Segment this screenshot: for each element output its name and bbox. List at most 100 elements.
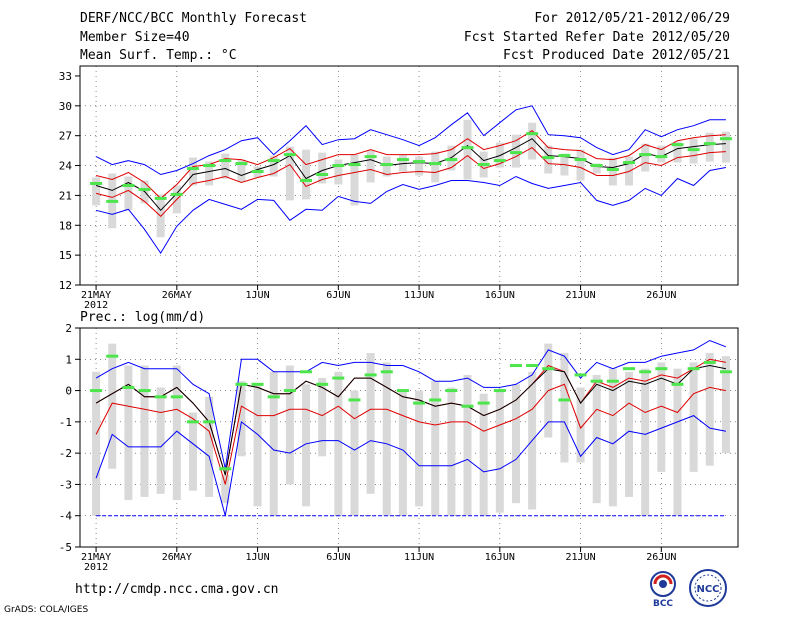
temp-box <box>124 176 133 211</box>
prec-mode-marker <box>606 379 619 383</box>
temp-ytick-label: 33 <box>59 70 72 83</box>
temp-box <box>318 152 327 184</box>
temp-mode-marker <box>703 142 716 146</box>
temp-box <box>592 163 601 174</box>
temp-ytick-label: 15 <box>59 249 72 262</box>
prec-box <box>625 371 634 497</box>
prec-mode-marker <box>170 395 183 399</box>
source-url[interactable]: http://cmdp.ncc.cma.gov.cn <box>75 582 279 597</box>
prec-ytick-label: 1 <box>65 353 72 366</box>
prec-box <box>721 356 730 454</box>
prec-mode-marker <box>219 467 232 471</box>
prec-box <box>447 387 456 516</box>
prec-box <box>318 378 327 457</box>
temp-mode-marker <box>186 167 199 171</box>
prec-box <box>705 353 714 466</box>
prec-xtick-label: 26MAY <box>162 552 192 563</box>
chart-title: DERF/NCC/BCC Monthly Forecast <box>80 11 307 26</box>
prec-mode-marker <box>509 364 522 368</box>
temp-mode-marker <box>719 137 732 141</box>
prec-box <box>431 381 440 516</box>
temp-xtick-label: 16JUN <box>485 290 515 301</box>
prec-xtick-label: 16JUN <box>485 552 515 563</box>
forecast-produced-date: Fcst Produced Date 2012/05/21 <box>503 48 730 63</box>
prec-mode-marker <box>316 382 329 386</box>
prec-box <box>205 396 214 497</box>
prec-box <box>479 393 488 516</box>
temp-mode-marker <box>606 168 619 172</box>
prec-mode-marker <box>623 367 636 371</box>
prec-mode-marker <box>154 395 167 399</box>
temp-mode-marker <box>445 158 458 162</box>
temp-box <box>544 145 553 174</box>
temp-mode-marker <box>413 160 426 164</box>
prec-mode-marker <box>590 379 603 383</box>
temp-mode-marker <box>671 143 684 147</box>
prec-frame <box>79 327 739 548</box>
temp-box <box>382 156 391 177</box>
temp-box <box>188 157 197 186</box>
temp-mode-marker <box>429 162 442 166</box>
temp-mode-marker <box>332 164 345 168</box>
prec-box <box>237 381 246 457</box>
grads-credit: GrADS: COLA/IGES <box>4 605 89 615</box>
prec-min-line <box>95 415 726 516</box>
temp-mode-marker <box>170 192 183 196</box>
prec-box <box>188 412 197 491</box>
temp-box <box>302 149 311 200</box>
temp-box <box>366 150 375 183</box>
temp-mode-marker <box>138 187 151 191</box>
temp-box <box>641 143 650 172</box>
prec-ytick-label: -4 <box>59 510 73 523</box>
prec-xtick-label: 6JUN <box>326 552 350 563</box>
temp-box <box>285 146 294 201</box>
temp-box <box>334 159 343 185</box>
prec-max-line <box>95 339 727 469</box>
prec-box <box>592 374 601 504</box>
prec-mode-marker <box>186 420 199 424</box>
temp-mode-marker <box>316 173 329 177</box>
forecast-period: For 2012/05/21-2012/06/29 <box>534 11 730 26</box>
prec-mode-marker <box>703 360 716 364</box>
prec-box <box>253 384 262 507</box>
temp-box <box>237 159 246 182</box>
temp-p10-line <box>95 146 726 218</box>
temp-box <box>673 141 682 163</box>
prec-box <box>172 365 181 501</box>
temp-box <box>398 154 407 172</box>
bcc-logo: BCC <box>650 571 676 608</box>
temp-mode-marker <box>122 183 135 187</box>
temp-mode-marker <box>493 159 506 163</box>
temp-xtick-label: 26MAY <box>162 290 192 301</box>
temp-mode-marker <box>639 153 652 157</box>
prec-mode-marker <box>461 404 474 408</box>
prec-box <box>641 368 650 516</box>
temp-mode-marker <box>251 170 264 174</box>
prec-mode-marker <box>106 354 119 358</box>
prec-mode-marker <box>671 382 684 386</box>
prec-mode-marker <box>235 382 248 386</box>
temp-mean-line <box>95 138 726 212</box>
forecast-start-date: Fcst Started Refer Date 2012/05/20 <box>463 30 730 45</box>
prec-mean-line <box>95 364 726 476</box>
temp-mode-marker <box>574 158 587 162</box>
prec-box <box>382 362 391 516</box>
prec-ytick-label: -5 <box>59 541 72 554</box>
temp-mode-marker <box>623 161 636 165</box>
prec-box <box>221 475 230 504</box>
ncc-logo: NCC <box>689 569 727 607</box>
temp-mode-marker <box>203 164 216 168</box>
temp-box <box>528 122 537 160</box>
prec-mode-marker <box>719 370 732 374</box>
prec-box <box>269 371 278 516</box>
temp-ytick-label: 18 <box>59 219 72 232</box>
temp-mode-marker <box>590 164 603 168</box>
prec-ytick-label: -2 <box>59 447 72 460</box>
temp-mode-marker <box>477 163 490 167</box>
prec-mode-marker <box>655 367 668 371</box>
prec-box <box>657 362 666 472</box>
prec-box <box>495 390 504 513</box>
prec-mode-marker <box>493 389 506 393</box>
prec-box <box>673 368 682 516</box>
